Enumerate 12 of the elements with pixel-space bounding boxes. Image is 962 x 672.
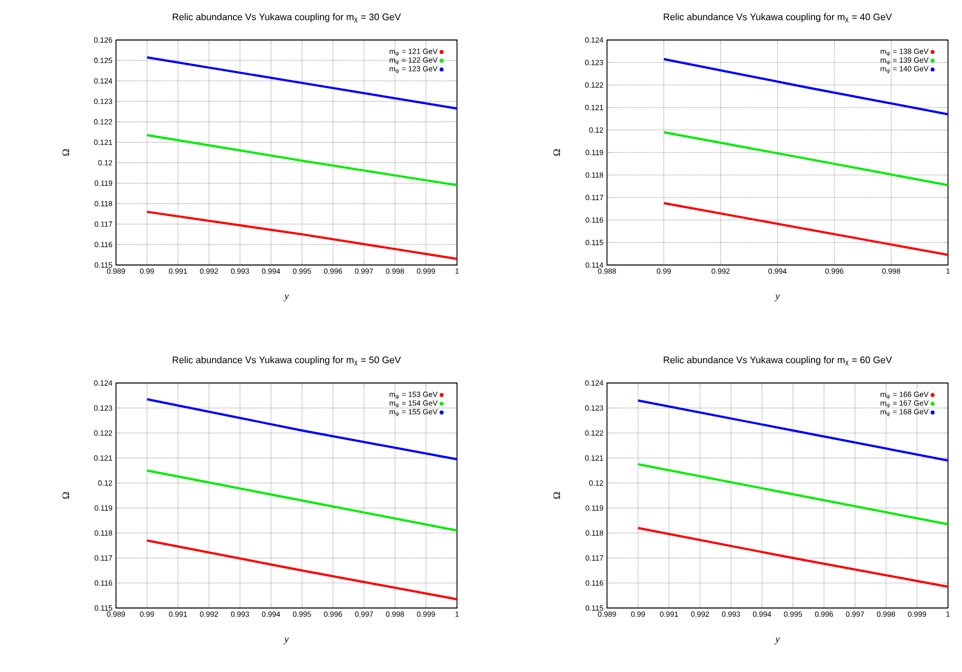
y-axis-title: Ω	[62, 492, 70, 499]
chart-title: Relic abundance Vs Yukawa coupling for m$_{χ}$ = 30 GeV	[172, 13, 401, 23]
x-axis-title: y	[283, 294, 289, 302]
x-axis-title: y	[774, 294, 780, 302]
x-axis-title: y	[774, 638, 780, 644]
chart-title: Relic abundance Vs Yukawa coupling for m$_{χ}$ = 50 GeV	[172, 356, 401, 366]
x-axis-title: y	[283, 638, 289, 644]
y-axis-title: Ω	[62, 149, 70, 156]
y-axis-title: Ω	[553, 492, 560, 499]
y-axis-title: Ω	[553, 149, 560, 156]
chart-title: Relic abundance Vs Yukawa coupling for m$_{χ}$ = 40 GeV	[664, 13, 892, 23]
chart-title: Relic abundance Vs Yukawa coupling for m$_{χ}$ = 60 GeV	[664, 356, 892, 366]
